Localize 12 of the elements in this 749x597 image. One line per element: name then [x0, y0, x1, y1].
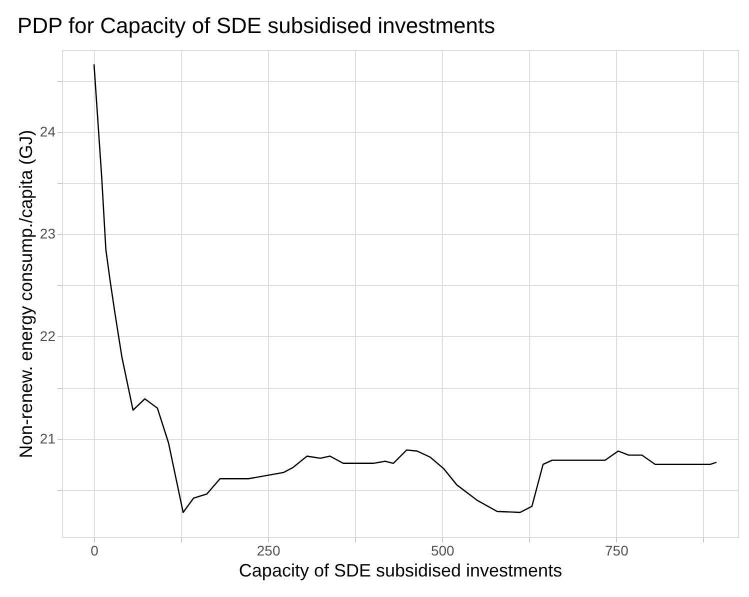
chart-title: PDP for Capacity of SDE subsidised investments [17, 13, 496, 38]
x-tick-label: 250 [256, 542, 280, 558]
x-tick-label: 750 [604, 542, 629, 558]
x-axis-title: Capacity of SDE subsidised investments [238, 560, 562, 580]
line-series [93, 64, 718, 514]
y-tick-label: 21 [40, 430, 56, 446]
y-tick-label: 24 [40, 123, 56, 140]
y-tick-label: 22 [40, 328, 56, 344]
y-axis-title: Non-renew. energy consump./capita (GJ) [16, 130, 36, 458]
x-tick-label: 0 [90, 542, 99, 558]
y-tick-label: 23 [40, 226, 56, 242]
x-tick-label: 500 [430, 542, 455, 558]
